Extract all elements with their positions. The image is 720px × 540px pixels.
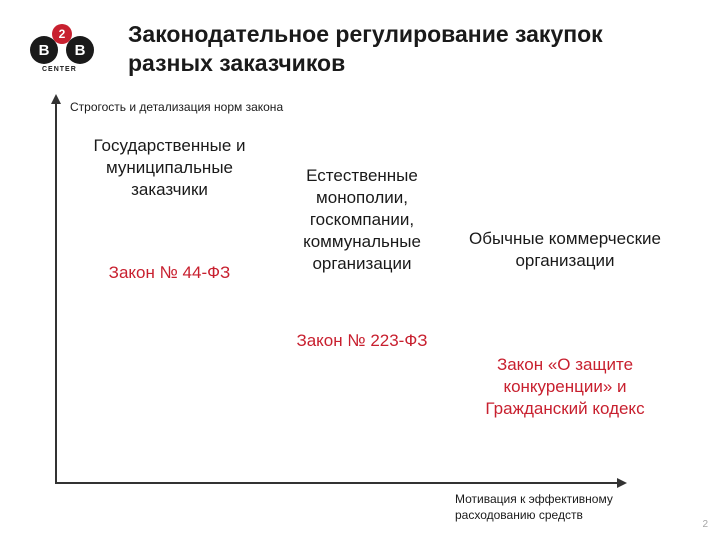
- slide: B 2 B CENTER Законодательное регулирован…: [0, 0, 720, 540]
- column-3-heading: Обычные коммерческие организации: [465, 228, 665, 272]
- logo-center-text: CENTER: [42, 66, 77, 73]
- axis-x: [55, 482, 625, 484]
- column-1-heading: Государственные и муниципальные заказчик…: [72, 135, 267, 201]
- axis-y-label: Строгость и детализация норм закона: [70, 100, 283, 114]
- column-3-law: Закон «О защите конкуренции» и Гражданск…: [465, 354, 665, 420]
- axis-x-label: Мотивация к эффективному расходованию ср…: [455, 492, 655, 523]
- column-2-law: Закон № 223-ФЗ: [262, 330, 462, 352]
- logo-b-right: B: [66, 36, 94, 64]
- axis-y: [55, 96, 57, 484]
- page-number: 2: [702, 519, 708, 530]
- page-title: Законодательное регулирование закупок ра…: [128, 20, 668, 78]
- column-2-heading: Естественные монополии, госкомпании, ком…: [262, 165, 462, 275]
- column-1-law: Закон № 44-ФЗ: [72, 262, 267, 284]
